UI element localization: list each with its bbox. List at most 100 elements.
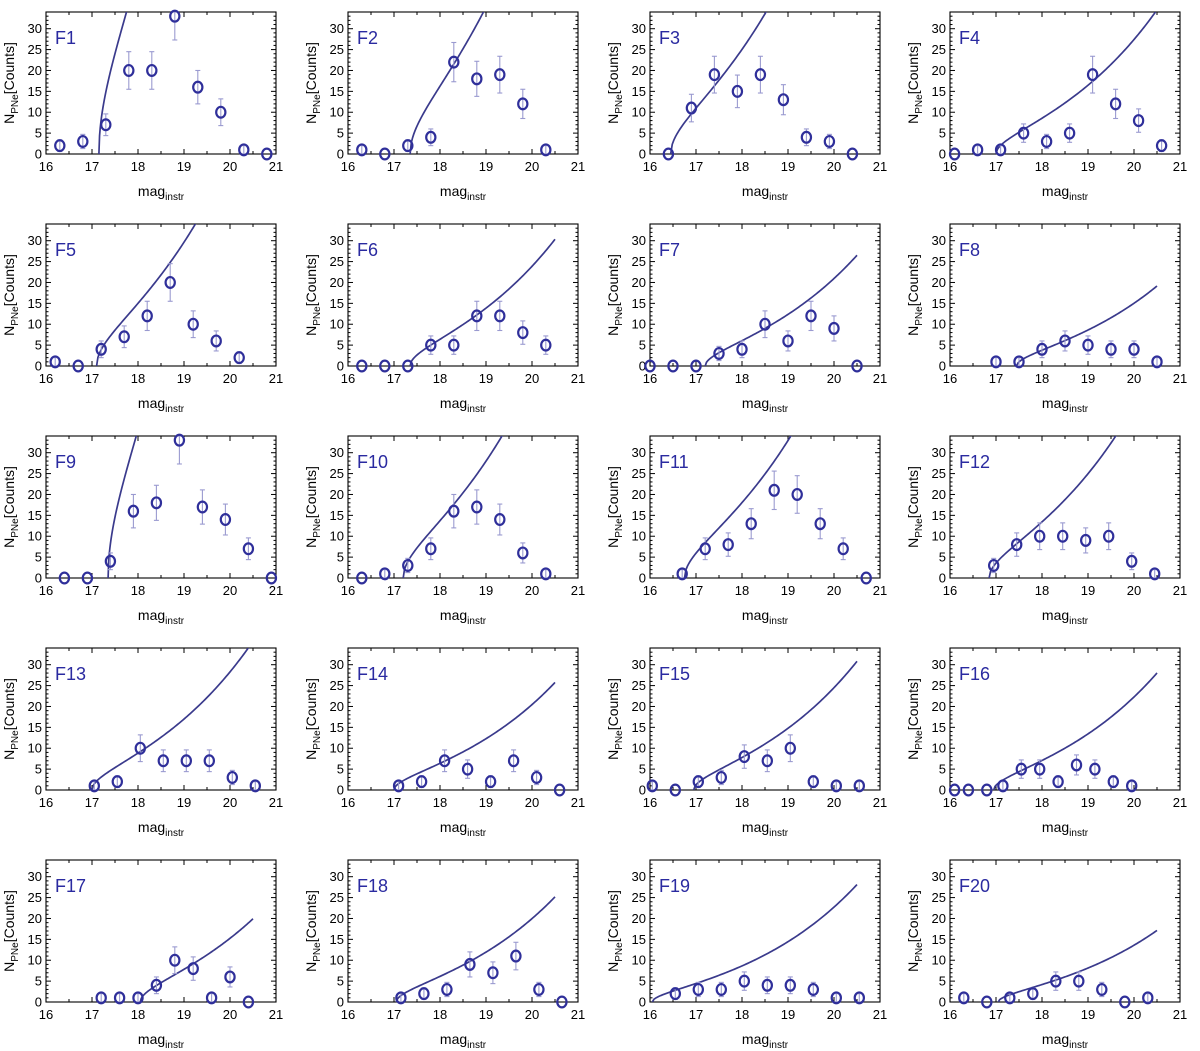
y-axis-label-unit: [Counts] [605, 466, 621, 518]
x-axis-label-main: mag [1042, 183, 1069, 199]
y-tick-label: 5 [35, 126, 42, 141]
data-point [853, 991, 866, 1005]
y-tick-label: 25 [330, 678, 344, 693]
x-tick-label: 16 [39, 159, 53, 174]
data-point [1015, 762, 1028, 776]
x-tick-label: 17 [85, 159, 99, 174]
panel-label: F2 [357, 28, 378, 48]
y-axis-label-sub: PNe [914, 306, 925, 326]
x-axis-label-main: mag [440, 607, 467, 623]
y-axis-label-main: N [303, 962, 319, 972]
y-tick-label: 10 [28, 317, 42, 332]
y-axis-label: NPNe[Counts] [1, 678, 21, 760]
data-point [814, 517, 826, 531]
y-axis-label-sub: PNe [914, 518, 925, 538]
fit-curve [91, 648, 250, 790]
y-tick-label: 30 [330, 445, 344, 460]
y-tick-label: 30 [28, 869, 42, 884]
data-point [1033, 529, 1046, 543]
data-point [860, 571, 872, 585]
y-tick-label: 30 [932, 657, 946, 672]
x-tick-label: 20 [223, 371, 237, 386]
data-point [971, 143, 984, 157]
x-tick-label: 21 [269, 1007, 283, 1022]
data-point [448, 504, 460, 518]
panel-label: F13 [55, 664, 86, 684]
y-tick-label: 15 [28, 508, 42, 523]
data-point [1070, 758, 1083, 772]
y-axis-label: NPNe[Counts] [905, 890, 925, 972]
x-tick-label: 20 [525, 795, 539, 810]
y-tick-label: 5 [337, 126, 344, 141]
y-tick-label: 25 [28, 890, 42, 905]
fit-curve [139, 918, 254, 1002]
y-tick-label: 20 [330, 911, 344, 926]
y-tick-label: 5 [337, 762, 344, 777]
y-axis-label: NPNe[Counts] [303, 42, 323, 124]
x-tick-label: 19 [479, 159, 493, 174]
y-tick-label: 10 [330, 741, 344, 756]
fit-curve [395, 896, 556, 1002]
data-point [830, 991, 843, 1005]
y-tick-label: 15 [632, 720, 646, 735]
panel-label: F10 [357, 452, 388, 472]
y-tick-label: 20 [28, 63, 42, 78]
x-tick-label: 18 [131, 583, 145, 598]
x-tick-label: 21 [269, 159, 283, 174]
panel-f1: 16 17 18 19 20 21 0 5 10 15 20 25 30 F1 maginstr NPNe[C… [1, 9, 283, 203]
y-tick-label: 30 [632, 657, 646, 672]
x-tick-label: 21 [571, 1007, 585, 1022]
y-tick-label: 20 [330, 275, 344, 290]
y-tick-label: 25 [28, 466, 42, 481]
x-tick-label: 17 [989, 795, 1003, 810]
x-tick-label: 20 [827, 1007, 841, 1022]
panel-f20: 16 17 18 19 20 21 0 5 10 15 20 25 30 F20 maginstr NPNe[… [905, 859, 1187, 1051]
data-point [759, 317, 771, 331]
data-point [1102, 529, 1115, 543]
y-axis-label-unit: [Counts] [303, 890, 319, 942]
y-axis-label-main: N [1, 538, 17, 548]
data-point [777, 93, 790, 107]
data-point [54, 139, 66, 153]
y-tick-label: 15 [932, 932, 946, 947]
y-tick-label: 10 [28, 529, 42, 544]
panel-label: F14 [357, 664, 388, 684]
x-tick-label: 16 [39, 371, 53, 386]
y-axis-label-sub: PNe [10, 306, 21, 326]
x-tick-label: 19 [177, 795, 191, 810]
y-tick-label: 30 [932, 21, 946, 36]
x-axis-label: maginstr [138, 819, 185, 839]
y-tick-label: 20 [632, 487, 646, 502]
panel-label: F1 [55, 28, 76, 48]
y-axis-label: NPNe[Counts] [605, 678, 625, 760]
x-axis-label-main: mag [1042, 395, 1069, 411]
data-point [948, 147, 961, 161]
x-tick-label: 19 [177, 1007, 191, 1022]
y-tick-label: 0 [639, 359, 646, 374]
data-point [988, 558, 1000, 572]
y-tick-label: 25 [330, 254, 344, 269]
y-axis-label-unit: [Counts] [905, 42, 921, 94]
data-point [807, 982, 820, 996]
data-point [1142, 991, 1154, 1005]
y-axis-label-unit: [Counts] [605, 678, 621, 730]
y-tick-label: 5 [337, 338, 344, 353]
data-point [471, 72, 483, 86]
x-tick-label: 16 [943, 583, 957, 598]
y-tick-label: 10 [28, 741, 42, 756]
y-tick-label: 0 [35, 783, 42, 798]
y-tick-label: 0 [35, 147, 42, 162]
y-axis-label-main: N [905, 750, 921, 760]
data-point [134, 741, 146, 755]
x-tick-label: 19 [781, 583, 795, 598]
y-tick-label: 20 [330, 699, 344, 714]
data-point [517, 546, 529, 560]
x-axis-label-main: mag [1042, 1031, 1069, 1047]
data-point [828, 321, 840, 335]
fit-curve [409, 12, 485, 154]
x-tick-label: 18 [433, 583, 447, 598]
data-point [418, 987, 430, 1001]
panel-f12: 16 17 18 19 20 21 0 5 10 15 20 25 30 F12 maginstr NPNe[… [905, 435, 1187, 627]
x-tick-label: 16 [643, 583, 657, 598]
